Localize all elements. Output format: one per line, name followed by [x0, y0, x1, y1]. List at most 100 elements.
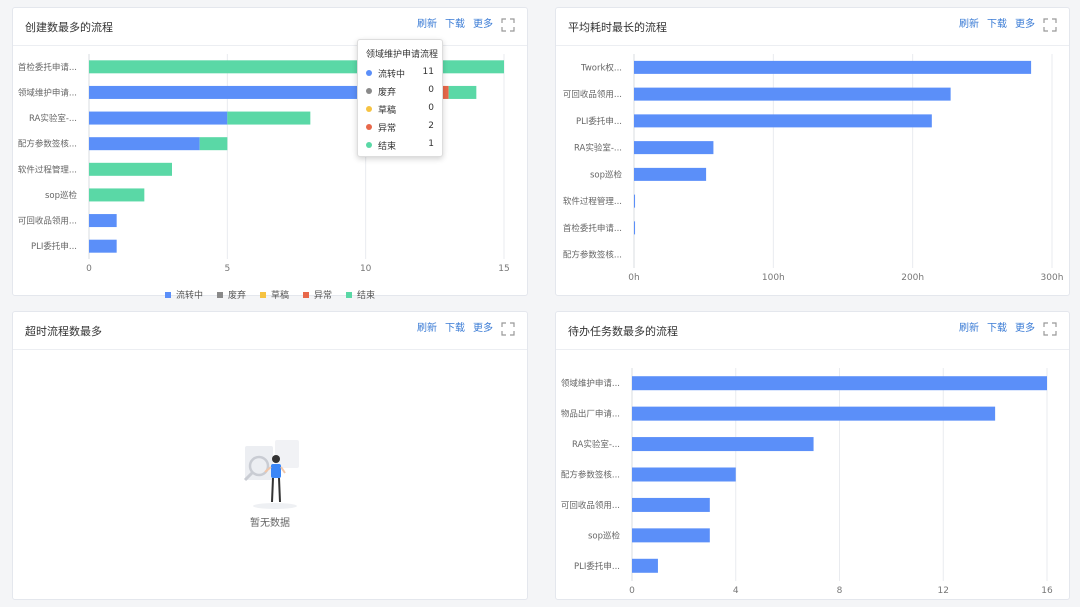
- y-category-label: 物品出厂申请...: [561, 409, 620, 420]
- bar-segment: [632, 497, 710, 512]
- legend-item[interactable]: 异常: [303, 288, 332, 301]
- panel-header: 待办任务数最多的流程 刷新 下载 更多: [556, 312, 1069, 350]
- tooltip-value: 11: [422, 67, 434, 77]
- y-category-label: sop巡检: [45, 190, 78, 201]
- panel-header: 超时流程数最多 刷新 下载 更多: [13, 312, 527, 350]
- bar-segment: [89, 188, 145, 202]
- y-category-label: 软件过程管理...: [18, 164, 77, 175]
- empty-state-illustration: [243, 440, 299, 509]
- y-category-label: 首检委托申请...: [563, 223, 622, 234]
- x-tick-label: 0h: [628, 273, 639, 283]
- tooltip-value: 0: [428, 103, 434, 113]
- bar-segment: [89, 214, 117, 228]
- panel-actions: 刷新 下载 更多: [417, 322, 515, 336]
- tooltip-value: 2: [428, 121, 434, 131]
- legend-swatch: [164, 291, 171, 298]
- bar-segment: [448, 85, 477, 99]
- tooltip-row: 异常 2: [366, 121, 434, 134]
- refresh-link[interactable]: 刷新: [959, 19, 979, 30]
- y-category-label: 首检委托申请...: [18, 62, 77, 73]
- y-category-label: 可回收品领用...: [561, 500, 620, 511]
- expand-icon[interactable]: [501, 18, 515, 32]
- panel-header: 创建数最多的流程 刷新 下载 更多: [13, 8, 527, 46]
- bar-segment: [632, 406, 996, 421]
- bar-segment: [634, 194, 636, 208]
- x-tick-label: 12: [938, 586, 949, 596]
- more-link[interactable]: 更多: [1015, 19, 1035, 30]
- panel-actions: 刷新 下载 更多: [417, 18, 515, 32]
- expand-icon[interactable]: [1043, 18, 1057, 32]
- bar-segment: [199, 137, 228, 151]
- legend-item[interactable]: 流转中: [164, 288, 203, 301]
- y-category-label: Twork权...: [580, 62, 622, 73]
- y-category-label: 软件过程管理...: [563, 196, 622, 207]
- legend-item[interactable]: 废弃: [216, 288, 246, 301]
- x-tick-label: 0: [629, 586, 635, 596]
- empty-state: 暂无数据: [13, 350, 527, 599]
- y-category-label: PLI委托申...: [576, 116, 622, 127]
- tooltip-value: 0: [428, 85, 434, 95]
- bar-segment: [634, 141, 714, 155]
- more-link[interactable]: 更多: [473, 19, 493, 30]
- download-link[interactable]: 下载: [445, 19, 465, 30]
- legend-label: 草稿: [270, 291, 289, 301]
- legend-swatch: [216, 291, 223, 298]
- panel-todo: 待办任务数最多的流程 刷新 下载 更多 0 4 8 12 16 领域维护申请... 物品出厂…: [555, 311, 1070, 600]
- x-tick-label: 200h: [901, 273, 924, 283]
- expand-icon[interactable]: [501, 322, 515, 336]
- panel-title: 超时流程数最多: [25, 325, 102, 338]
- download-link[interactable]: 下载: [445, 323, 465, 334]
- x-tick-label: 5: [224, 264, 230, 274]
- download-link[interactable]: 下载: [987, 19, 1007, 30]
- tooltip-row: 草稿 0: [366, 103, 434, 116]
- download-link[interactable]: 下载: [987, 323, 1007, 334]
- bar-segment: [634, 167, 707, 181]
- more-link[interactable]: 更多: [473, 323, 493, 334]
- legend-item[interactable]: 结束: [346, 288, 375, 301]
- bar-segment: [632, 437, 814, 452]
- bar-segment: [89, 111, 228, 125]
- legend-label: 废弃: [227, 291, 246, 301]
- y-category-label: PLI委托申...: [31, 241, 77, 252]
- avg-duration-chart: 0h 100h 200h 300h Twork权... 可回收品领用... PLI委托申..…: [563, 54, 1063, 283]
- y-category-label: sop巡检: [588, 530, 621, 541]
- y-category-label: 领域维护申请...: [561, 378, 620, 389]
- y-category-label: 领域维护申请...: [18, 87, 77, 98]
- refresh-link[interactable]: 刷新: [417, 19, 437, 30]
- tooltip-value: 1: [428, 139, 434, 149]
- more-link[interactable]: 更多: [1015, 323, 1035, 334]
- bar-segment: [89, 239, 117, 253]
- created-chart: 0 5 10 15首检委托申请...领域维护申请...RA实验室-...配方参数签核.…: [18, 54, 510, 274]
- x-tick-label: 10: [360, 264, 372, 274]
- tooltip-label: 异常: [378, 124, 397, 134]
- todo-chart: 0 4 8 12 16 领域维护申请... 物品出厂申请... RA实验室-... 配方参数签核…: [561, 368, 1053, 596]
- legend-item[interactable]: 草稿: [259, 288, 289, 301]
- panel-avg-duration: 平均耗时最长的流程 刷新 下载 更多 0h 100h 200h 300h Twork权.…: [555, 7, 1070, 296]
- panel-title: 待办任务数最多的流程: [568, 325, 678, 338]
- bar-segment: [89, 85, 394, 99]
- y-category-label: PLI委托申...: [574, 561, 620, 572]
- tooltip-title: 领域维护申请流程: [366, 50, 439, 60]
- empty-state-text: 暂无数据: [250, 518, 290, 529]
- legend-swatch: [259, 291, 266, 298]
- bar-segment: [632, 558, 658, 573]
- refresh-link[interactable]: 刷新: [417, 323, 437, 334]
- expand-icon[interactable]: [1043, 322, 1057, 336]
- panel-created: 创建数最多的流程 刷新 下载 更多 0 5 10 15 首检委托申请... 领域维护申请.…: [12, 7, 528, 301]
- refresh-link[interactable]: 刷新: [959, 323, 979, 334]
- legend-swatch: [346, 291, 353, 298]
- y-category-label: 可回收品领用...: [563, 89, 622, 100]
- legend-swatch: [303, 291, 309, 298]
- panel-actions: 刷新 下载 更多: [959, 18, 1057, 32]
- chart-legend: 流转中 废弃 草稿 异常 结束: [13, 288, 527, 301]
- x-tick-label: 0: [86, 264, 92, 274]
- y-category-label: RA实验室-...: [572, 439, 620, 450]
- chart-tooltip: 领域维护申请流程 流转中 11 废弃 0 草稿 0 异常 2 结束 1: [357, 39, 443, 157]
- legend-label: 流转中: [175, 291, 203, 301]
- tooltip-row: 流转中 11: [366, 67, 434, 80]
- tooltip-label: 废弃: [378, 88, 397, 98]
- bar-segment: [634, 60, 1032, 74]
- panel-timeout: 超时流程数最多 刷新 下载 更多 暂无数据: [12, 311, 528, 600]
- tooltip-row: 废弃 0: [366, 85, 434, 98]
- y-category-label: 配方参数签核...: [18, 139, 77, 150]
